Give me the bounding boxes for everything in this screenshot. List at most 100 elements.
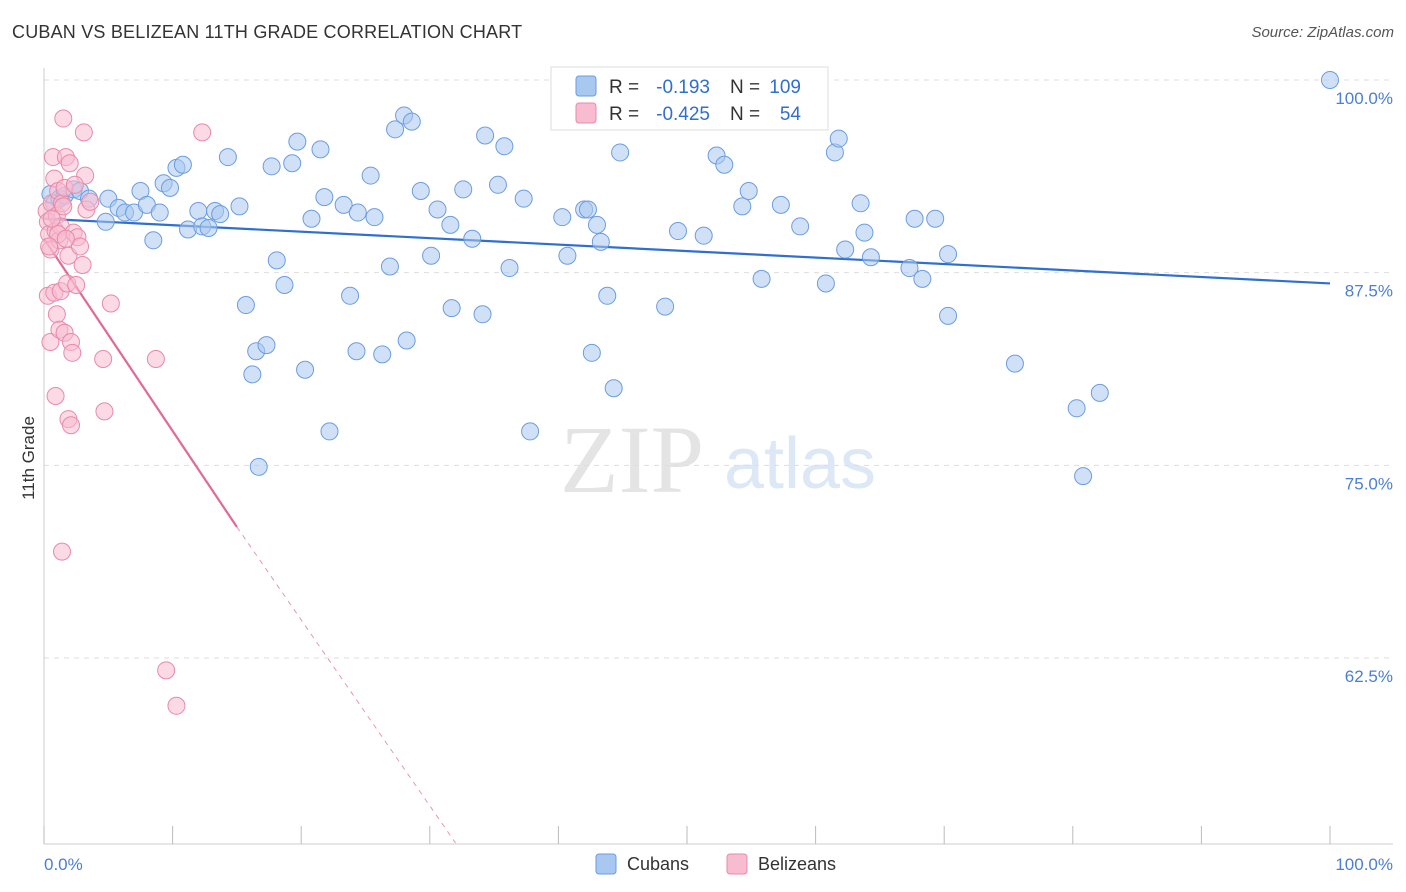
cuban-point [771, 195, 790, 214]
cuban-point [715, 155, 734, 174]
cuban-point [402, 112, 421, 131]
belizean-point [81, 192, 100, 211]
cuban-point [249, 457, 268, 476]
bottom-legend-label-belizeans: Belizeans [758, 854, 836, 874]
belizean-point [40, 237, 59, 256]
cuban-point [267, 251, 286, 270]
cuban-point [598, 286, 617, 305]
cuban-point [397, 331, 416, 350]
y-tick-label: 62.5% [1345, 667, 1393, 686]
cuban-point [500, 259, 519, 278]
cuban-point [315, 188, 334, 207]
cuban-point [578, 200, 597, 219]
cuban-point [473, 305, 492, 324]
legend: R = -0.193 N = 109 R = -0.425 N = 54 [550, 66, 829, 131]
cuban-point [495, 137, 514, 156]
cuban-point [836, 240, 855, 259]
cuban-point [161, 178, 180, 197]
cuban-point [243, 365, 262, 384]
belizean-point [42, 209, 61, 228]
cuban-point [553, 208, 572, 227]
bottom-legend: Cubans Belizeans [595, 853, 836, 875]
cuban-point [656, 297, 675, 316]
cuban-point [939, 245, 958, 264]
cuban-point [1321, 71, 1339, 89]
cuban-point [302, 209, 321, 228]
bottom-legend-label-cubans: Cubans [627, 854, 689, 874]
y-tick-label: 100.0% [1335, 89, 1393, 108]
trend-lines [43, 217, 1331, 844]
cuban-point [365, 208, 384, 227]
cuban-point [587, 215, 606, 234]
cuban-point [829, 129, 848, 148]
axes [43, 68, 1393, 845]
belizean-point [65, 175, 84, 194]
belizean-point [54, 109, 73, 128]
cuban-point [1005, 354, 1024, 373]
cuban-point [905, 209, 924, 228]
cuban-point [386, 120, 405, 139]
cuban-point [211, 205, 230, 224]
belizean-point [167, 696, 186, 715]
cuban-point [311, 140, 330, 159]
cuban-point [428, 200, 447, 219]
x-tick-label-max: 100.0% [1335, 855, 1393, 874]
belizean-point [146, 349, 165, 368]
y-tick-label: 87.5% [1345, 282, 1393, 301]
cuban-point [173, 155, 192, 174]
cuban-point [236, 296, 255, 315]
belizean-point [67, 275, 86, 294]
bottom-legend-swatch-cubans [595, 853, 617, 875]
cuban-point [855, 223, 874, 242]
cuban-point [1090, 383, 1109, 402]
legend-r-label-belizeans: R = [609, 104, 639, 125]
cuban-point [347, 342, 366, 361]
belizean-point [74, 123, 93, 142]
belizean-point [157, 661, 176, 680]
cuban-point [851, 194, 870, 213]
legend-n-label-cubans: N = [730, 77, 760, 98]
data-points [37, 71, 1339, 715]
belizean-point [41, 333, 60, 352]
cuban-point [591, 232, 610, 251]
cuban-point [739, 181, 758, 200]
cuban-point [334, 195, 353, 214]
cuban-point [189, 202, 208, 221]
cuban-point [1067, 399, 1086, 418]
cuban-point [373, 345, 392, 364]
cuban-point [441, 215, 460, 234]
cuban-point [380, 257, 399, 276]
cuban-point [454, 180, 473, 199]
cuban-point [463, 229, 482, 248]
belizean-point [47, 305, 66, 324]
cuban-point [288, 132, 307, 151]
y-axis-title: 11th Grade [19, 416, 38, 500]
legend-n-value-cubans: 109 [769, 77, 801, 98]
cuban-point [218, 148, 237, 167]
cuban-point [199, 218, 218, 237]
x-tick-label-min: 0.0% [44, 855, 83, 874]
cuban-point [361, 166, 380, 185]
watermark-zip: ZIP [560, 406, 704, 513]
cuban-point [262, 157, 281, 176]
legend-swatch-cubans [575, 75, 597, 97]
cuban-point [939, 306, 958, 325]
belizean-point [71, 237, 90, 256]
cuban-point [283, 154, 302, 173]
cuban-point [96, 212, 115, 231]
belizean-point [53, 542, 72, 561]
cuban-point [668, 222, 687, 241]
belizean-point [54, 197, 73, 216]
cuban-point [582, 343, 601, 362]
belizean-point [193, 123, 212, 142]
bottom-legend-swatch-belizeans [726, 853, 748, 875]
watermark-atlas: atlas [724, 424, 876, 504]
belizean-point [63, 343, 82, 362]
cuban-point [791, 217, 810, 236]
cuban-point [422, 246, 441, 265]
cuban-point [926, 209, 945, 228]
belizean-point [62, 416, 81, 435]
legend-n-label-belizeans: N = [730, 104, 760, 125]
legend-box [550, 66, 829, 131]
